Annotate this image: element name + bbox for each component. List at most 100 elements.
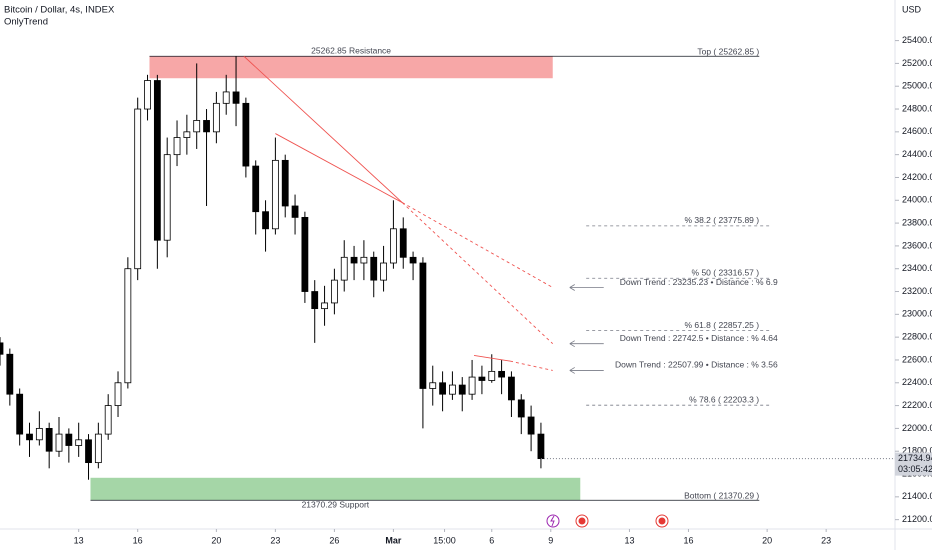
candle-body — [527, 416, 535, 435]
candle-body — [242, 102, 250, 167]
x-tick-label: Mar — [385, 535, 402, 545]
candle-body — [488, 370, 496, 381]
candle-body — [193, 120, 201, 133]
candle-body — [281, 159, 289, 207]
candle-body — [517, 399, 525, 418]
y-tick-label: 25200.00 — [902, 58, 932, 68]
x-tick-label: 20 — [762, 535, 772, 545]
chart-title: Bitcoin / Dollar, 4s, INDEX — [4, 5, 115, 16]
candle-body — [360, 256, 368, 264]
trend-line — [275, 133, 403, 203]
candle-body — [271, 159, 279, 230]
y-tick-label: 24600.00 — [902, 126, 932, 136]
y-tick-label: 23000.00 — [902, 309, 932, 319]
fib-label: % 38.2 ( 23775.89 ) — [684, 215, 759, 225]
y-tick-label: 21800.00 — [902, 446, 932, 456]
candle-body — [212, 102, 220, 133]
axis-unit: USD — [902, 4, 922, 14]
trend-line — [243, 55, 403, 203]
trend-label: Down Trend : 22507.99 • Distance : % 3.5… — [615, 360, 778, 370]
candle-body — [252, 165, 260, 213]
y-tick-label: 22200.00 — [902, 400, 932, 410]
trend-line — [473, 354, 511, 362]
candle-body — [340, 256, 348, 281]
x-tick-label: 16 — [133, 535, 143, 545]
trend-extension — [509, 360, 553, 371]
trend-extension — [402, 202, 553, 288]
x-tick-label: 26 — [329, 535, 339, 545]
trend-arrow — [569, 284, 604, 291]
y-tick-label: 24000.00 — [902, 195, 932, 205]
candle-body — [429, 382, 437, 389]
x-tick-label: 9 — [548, 535, 553, 545]
candle-body — [537, 433, 545, 460]
y-tick-label: 22400.00 — [902, 377, 932, 387]
event-icons[interactable] — [546, 514, 669, 528]
candle-body — [390, 228, 397, 264]
candle-body — [0, 342, 4, 355]
fib-label: % 50 ( 23316.57 ) — [692, 267, 760, 277]
x-tick-label: 6 — [489, 535, 494, 545]
y-tick-label: 23200.00 — [902, 286, 932, 296]
y-tick-label: 22000.00 — [902, 423, 932, 433]
event-icon-glyph — [658, 517, 666, 525]
candle-body — [458, 384, 466, 395]
event-icon-glyph — [578, 517, 586, 525]
trend-label: Down Trend : 23235.23 • Distance : % 6.9 — [620, 277, 778, 287]
candle-body — [144, 80, 151, 110]
trend-label: Down Trend : 22742.5 • Distance : % 4.64 — [620, 333, 778, 343]
resistance-label: 25262.85 Resistance — [311, 45, 391, 55]
chart-subtitle: OnlyTrend — [4, 17, 48, 28]
candle-body — [75, 439, 83, 446]
candle-body — [163, 154, 171, 241]
candle-body — [6, 353, 14, 395]
candle-body — [508, 376, 515, 401]
y-tick-label: 24400.00 — [902, 149, 932, 159]
candle-body — [311, 291, 319, 310]
y-tick-label: 21200.00 — [902, 514, 932, 524]
y-tick-label: 22800.00 — [902, 332, 932, 342]
x-tick-label: 20 — [211, 535, 221, 545]
candle-body — [449, 384, 456, 395]
candle-body — [232, 91, 240, 104]
candle-body — [45, 427, 53, 452]
candle-body — [134, 108, 142, 270]
trend-arrow — [569, 367, 604, 374]
event-icon-glyph — [550, 515, 555, 527]
fib-label: % 61.8 ( 22857.25 ) — [684, 320, 759, 330]
y-tick-label: 24200.00 — [902, 172, 932, 182]
trend-arrow — [569, 340, 604, 348]
candle-body — [114, 382, 122, 406]
x-tick-label: 23 — [270, 535, 280, 545]
x-tick-label: 13 — [624, 535, 634, 545]
candle-body — [124, 268, 132, 384]
resistance-side-label: Top ( 25262.85 ) — [697, 46, 759, 56]
x-tick-label: 23 — [821, 535, 831, 545]
candle-body — [498, 370, 505, 378]
candle-body — [321, 302, 328, 310]
candle-body — [419, 262, 427, 389]
candle-body — [439, 382, 446, 395]
candle-body — [330, 279, 338, 304]
x-tick-label: 13 — [74, 535, 84, 545]
y-tick-label: 25400.00 — [902, 35, 932, 45]
candle-body — [16, 393, 24, 435]
candle-body — [203, 120, 210, 133]
candle-body — [153, 80, 161, 241]
candle-body — [399, 228, 407, 258]
candle-body — [94, 433, 102, 464]
x-tick-label: 15:00 — [433, 535, 456, 545]
y-tick-label: 23800.00 — [902, 217, 932, 227]
y-tick-label: 24800.00 — [902, 103, 932, 113]
last-price-tag — [895, 452, 932, 476]
candle-body — [468, 376, 476, 395]
candle-body — [26, 433, 33, 441]
candle-body — [409, 256, 417, 264]
candle-body — [55, 433, 63, 452]
y-tick-label: 23400.00 — [902, 263, 932, 273]
support-zone — [90, 477, 581, 501]
support-label: 21370.29 Support — [302, 499, 370, 509]
last-price-label: 21734.94 — [898, 453, 932, 463]
y-tick-label: 25000.00 — [902, 81, 932, 91]
